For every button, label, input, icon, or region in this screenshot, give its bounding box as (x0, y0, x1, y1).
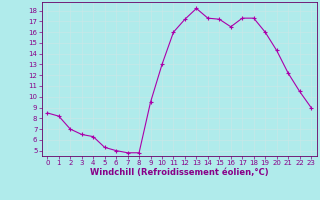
X-axis label: Windchill (Refroidissement éolien,°C): Windchill (Refroidissement éolien,°C) (90, 168, 268, 177)
